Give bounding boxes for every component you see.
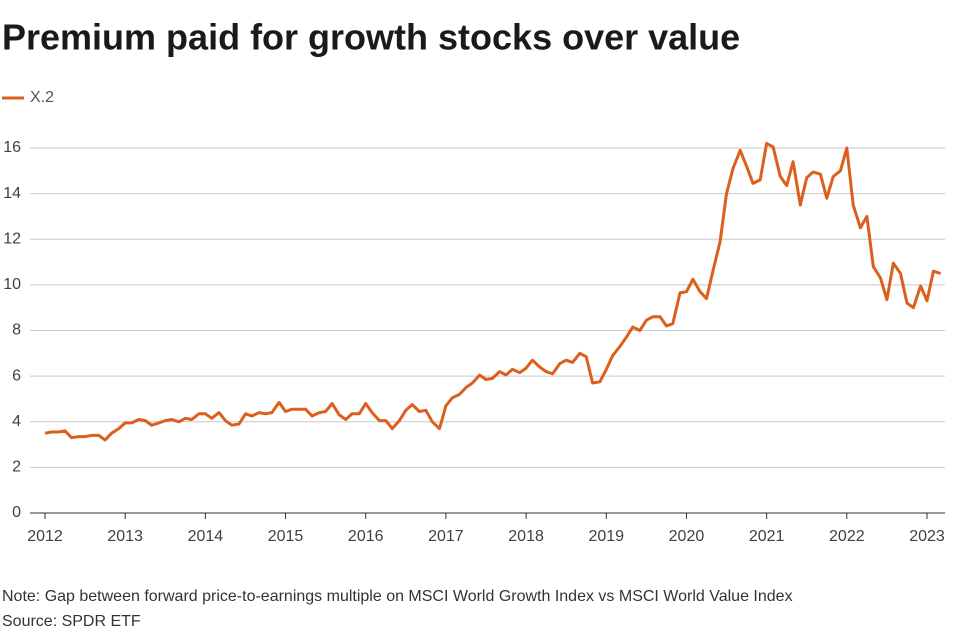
source: Source: SPDR ETF [2, 613, 141, 630]
x-tick-label: 2017 [428, 528, 464, 545]
x-tick-label: 2018 [508, 528, 544, 545]
chart-title: Premium paid for growth stocks over valu… [2, 17, 740, 58]
x-tick-label: 2014 [188, 528, 224, 545]
x-tick-label: 2015 [268, 528, 304, 545]
y-tick-label: 8 [12, 322, 21, 339]
x-tick-label: 2019 [588, 528, 624, 545]
x-tick-label: 2020 [669, 528, 705, 545]
x-tick-label: 2023 [909, 528, 945, 545]
y-tick-label: 12 [3, 230, 21, 247]
series-line [44, 141, 942, 442]
y-tick-label: 2 [12, 459, 21, 476]
x-tick-label: 2021 [749, 528, 785, 545]
x-tick-label: 2022 [829, 528, 865, 545]
note: Note: Gap between forward price-to-earni… [2, 588, 793, 605]
y-tick-label: 4 [12, 413, 21, 430]
x-tick-label: 2016 [348, 528, 384, 545]
x-tick-label: 2012 [27, 528, 63, 545]
y-tick-label: 14 [3, 185, 21, 202]
legend-label: X.2 [30, 89, 54, 106]
y-tick-label: 16 [3, 139, 21, 156]
y-tick-label: 6 [12, 367, 21, 384]
y-tick-label: 0 [12, 504, 21, 521]
x-tick-label: 2013 [107, 528, 143, 545]
y-tick-label: 10 [3, 276, 21, 293]
